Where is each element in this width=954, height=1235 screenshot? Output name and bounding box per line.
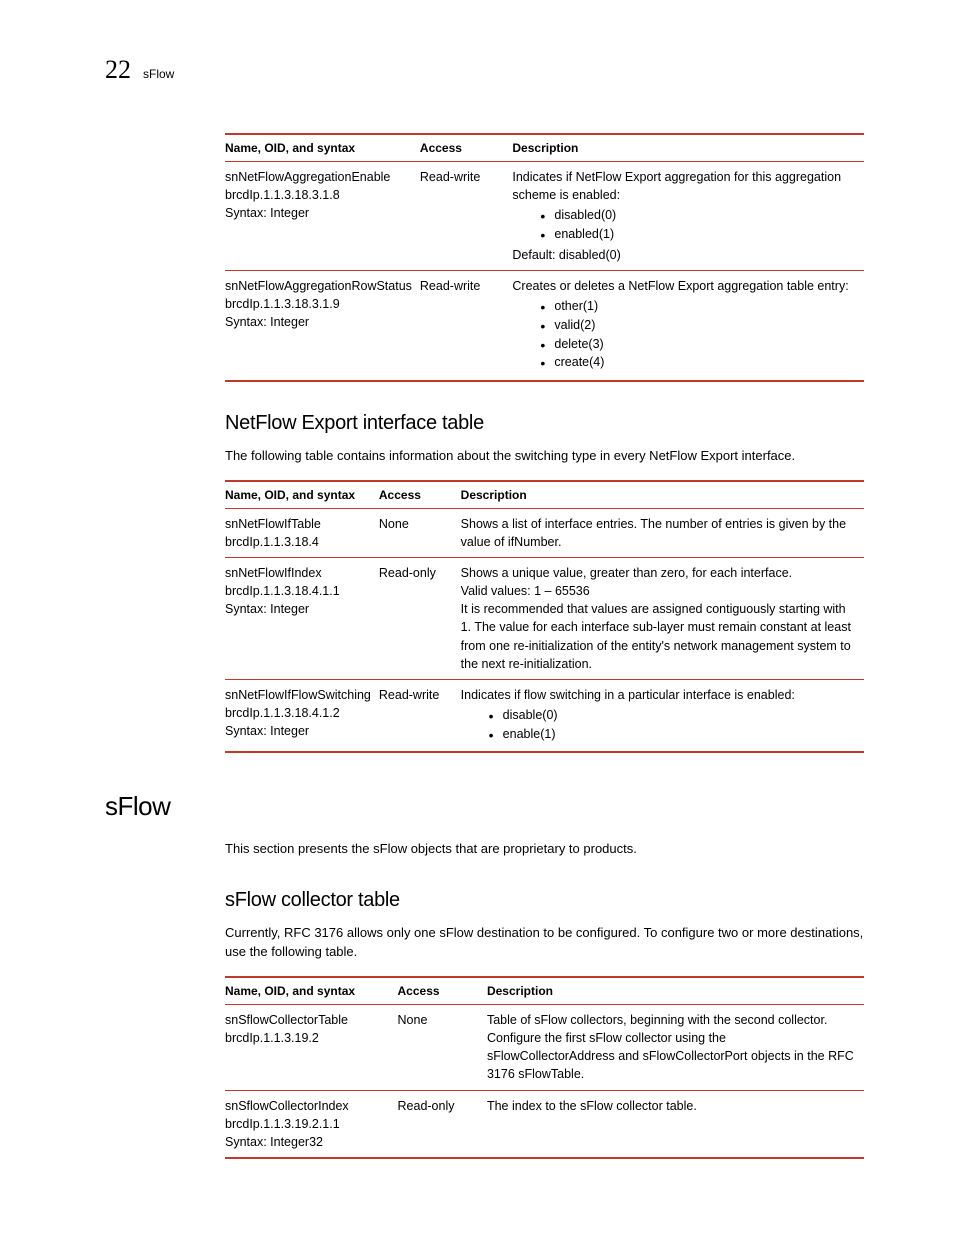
name-line: brcdIp.1.1.3.19.2.1.1 xyxy=(225,1115,390,1133)
cell-access: Read-write xyxy=(420,162,512,271)
cell-name: snNetFlowAggregationRowStatusbrcdIp.1.1.… xyxy=(225,270,420,381)
cell-access: Read-write xyxy=(379,679,461,752)
name-line: snNetFlowAggregationRowStatus xyxy=(225,277,412,295)
netflow-interface-heading: NetFlow Export interface table xyxy=(225,412,864,435)
name-line: brcdIp.1.1.3.18.4.1.2 xyxy=(225,704,371,722)
desc-text: Shows a list of interface entries. The n… xyxy=(461,515,856,551)
col-header-access: Access xyxy=(379,481,461,509)
cell-name: snSflowCollectorIndexbrcdIp.1.1.3.19.2.1… xyxy=(225,1090,398,1158)
cell-access: Read-only xyxy=(398,1090,487,1158)
col-header-access: Access xyxy=(420,134,512,162)
col-header-desc: Description xyxy=(461,481,864,509)
cell-description: Indicates if flow switching in a particu… xyxy=(461,679,864,752)
name-line: snNetFlowIfIndex xyxy=(225,564,371,582)
page-header: 22 sFlow xyxy=(105,55,864,85)
sflow-collector-intro: Currently, RFC 3176 allows only one sFlo… xyxy=(225,924,864,962)
table-row: snNetFlowIfFlowSwitchingbrcdIp.1.1.3.18.… xyxy=(225,679,864,752)
bullet-item: delete(3) xyxy=(540,335,856,354)
sflow-heading: sFlow xyxy=(105,791,864,822)
table-header-row: Name, OID, and syntax Access Description xyxy=(225,977,864,1005)
cell-name: snNetFlowAggregationEnablebrcdIp.1.1.3.1… xyxy=(225,162,420,271)
name-line: brcdIp.1.1.3.19.2 xyxy=(225,1029,390,1047)
cell-name: snNetFlowIfTablebrcdIp.1.1.3.18.4 xyxy=(225,508,379,557)
cell-access: None xyxy=(379,508,461,557)
name-line: snSflowCollectorIndex xyxy=(225,1097,390,1115)
desc-text: Valid values: 1 – 65536 xyxy=(461,582,856,600)
col-header-desc: Description xyxy=(512,134,864,162)
desc-text: Table of sFlow collectors, beginning wit… xyxy=(487,1011,856,1084)
col-header-name: Name, OID, and syntax xyxy=(225,134,420,162)
bullet-item: disable(0) xyxy=(489,706,856,725)
desc-text: It is recommended that values are assign… xyxy=(461,600,856,673)
bullet-list: other(1)valid(2)delete(3)create(4) xyxy=(512,297,856,372)
table-header-row: Name, OID, and syntax Access Description xyxy=(225,481,864,509)
name-line: brcdIp.1.1.3.18.3.1.9 xyxy=(225,295,412,313)
chapter-label: sFlow xyxy=(143,67,174,81)
netflow-interface-intro: The following table contains information… xyxy=(225,447,864,466)
table-row: snSflowCollectorTablebrcdIp.1.1.3.19.2No… xyxy=(225,1005,864,1091)
cell-access: Read-only xyxy=(379,558,461,680)
cell-description: Shows a list of interface entries. The n… xyxy=(461,508,864,557)
desc-text: Shows a unique value, greater than zero,… xyxy=(461,564,856,582)
bullet-item: valid(2) xyxy=(540,316,856,335)
cell-name: snNetFlowIfFlowSwitchingbrcdIp.1.1.3.18.… xyxy=(225,679,379,752)
col-header-desc: Description xyxy=(487,977,864,1005)
name-line: brcdIp.1.1.3.18.4 xyxy=(225,533,371,551)
bullet-item: other(1) xyxy=(540,297,856,316)
name-line: Syntax: Integer xyxy=(225,204,412,222)
name-line: snSflowCollectorTable xyxy=(225,1011,390,1029)
cell-description: Shows a unique value, greater than zero,… xyxy=(461,558,864,680)
cell-name: snSflowCollectorTablebrcdIp.1.1.3.19.2 xyxy=(225,1005,398,1091)
cell-access: Read-write xyxy=(420,270,512,381)
chapter-number: 22 xyxy=(105,55,131,85)
table-row: snNetFlowIfTablebrcdIp.1.1.3.18.4NoneSho… xyxy=(225,508,864,557)
cell-description: The index to the sFlow collector table. xyxy=(487,1090,864,1158)
col-header-access: Access xyxy=(398,977,487,1005)
table-header-row: Name, OID, and syntax Access Description xyxy=(225,134,864,162)
bullet-item: enable(1) xyxy=(489,725,856,744)
name-line: Syntax: Integer xyxy=(225,600,371,618)
cell-description: Table of sFlow collectors, beginning wit… xyxy=(487,1005,864,1091)
table-row: snNetFlowAggregationRowStatusbrcdIp.1.1.… xyxy=(225,270,864,381)
name-line: Syntax: Integer32 xyxy=(225,1133,390,1151)
desc-text: Indicates if NetFlow Export aggregation … xyxy=(512,168,856,204)
cell-access: None xyxy=(398,1005,487,1091)
bullet-list: disable(0)enable(1) xyxy=(461,706,856,744)
cell-name: snNetFlowIfIndexbrcdIp.1.1.3.18.4.1.1Syn… xyxy=(225,558,379,680)
cell-description: Indicates if NetFlow Export aggregation … xyxy=(512,162,864,271)
table-row: snNetFlowIfIndexbrcdIp.1.1.3.18.4.1.1Syn… xyxy=(225,558,864,680)
interface-table: Name, OID, and syntax Access Description… xyxy=(225,480,864,754)
collector-table: Name, OID, and syntax Access Description… xyxy=(225,976,864,1159)
sflow-intro: This section presents the sFlow objects … xyxy=(225,840,864,859)
name-line: brcdIp.1.1.3.18.4.1.1 xyxy=(225,582,371,600)
sflow-collector-heading: sFlow collector table xyxy=(225,889,864,912)
desc-text: Default: disabled(0) xyxy=(512,246,856,264)
name-line: snNetFlowIfFlowSwitching xyxy=(225,686,371,704)
name-line: Syntax: Integer xyxy=(225,313,412,331)
name-line: brcdIp.1.1.3.18.3.1.8 xyxy=(225,186,412,204)
desc-text: The index to the sFlow collector table. xyxy=(487,1097,856,1115)
bullet-item: enabled(1) xyxy=(540,225,856,244)
desc-text: Indicates if flow switching in a particu… xyxy=(461,686,856,704)
bullet-item: disabled(0) xyxy=(540,206,856,225)
name-line: snNetFlowIfTable xyxy=(225,515,371,533)
cell-description: Creates or deletes a NetFlow Export aggr… xyxy=(512,270,864,381)
table-row: snSflowCollectorIndexbrcdIp.1.1.3.19.2.1… xyxy=(225,1090,864,1158)
col-header-name: Name, OID, and syntax xyxy=(225,977,398,1005)
bullet-item: create(4) xyxy=(540,353,856,372)
desc-text: Creates or deletes a NetFlow Export aggr… xyxy=(512,277,856,295)
bullet-list: disabled(0)enabled(1) xyxy=(512,206,856,244)
name-line: Syntax: Integer xyxy=(225,722,371,740)
name-line: snNetFlowAggregationEnable xyxy=(225,168,412,186)
table-row: snNetFlowAggregationEnablebrcdIp.1.1.3.1… xyxy=(225,162,864,271)
col-header-name: Name, OID, and syntax xyxy=(225,481,379,509)
aggregation-table: Name, OID, and syntax Access Description… xyxy=(225,133,864,382)
